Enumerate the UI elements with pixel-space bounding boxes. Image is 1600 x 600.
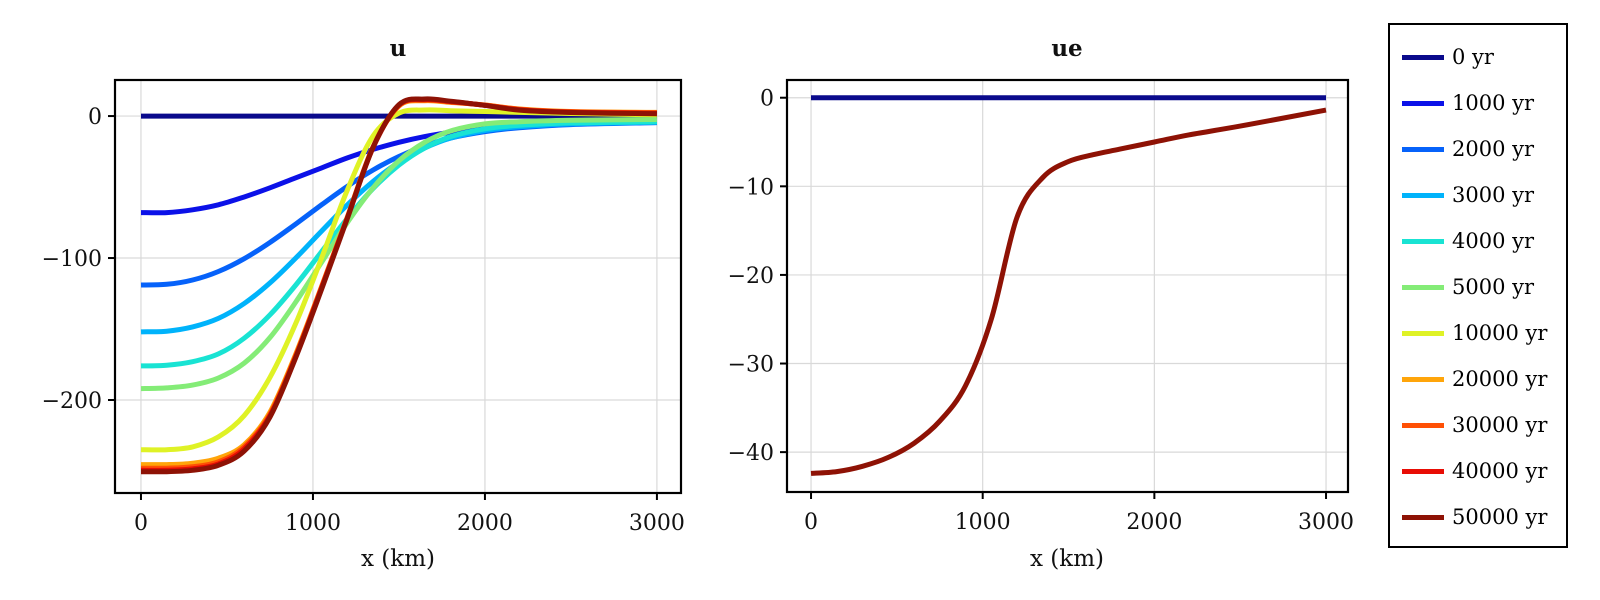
x-tick-label: 3000: [629, 511, 685, 536]
series-line-10000-yr: [140, 107, 657, 453]
chart-ue-title: ue: [1051, 35, 1082, 62]
legend-item: 1000 yr: [1390, 88, 1566, 118]
curves: [140, 96, 657, 475]
x-tick-label: 1000: [955, 510, 1011, 535]
y-tick-label: −10: [728, 175, 774, 200]
y-tick-label: −200: [42, 389, 102, 414]
legend-line-swatch: [1402, 146, 1444, 152]
chart-u-title: u: [390, 35, 407, 62]
y-tick-label: −20: [728, 264, 774, 289]
y-tick-label: −40: [728, 441, 774, 466]
y-tick-label: 0: [760, 87, 774, 112]
legend-line-swatch: [1402, 192, 1444, 198]
plot-frame: [113, 78, 683, 495]
legend-item: 50000 yr: [1390, 502, 1566, 532]
legend-item: 30000 yr: [1390, 410, 1566, 440]
series-line-50000-yr: [810, 107, 1327, 476]
legend-line-swatch: [1402, 514, 1444, 520]
x-tick-label: 2000: [457, 511, 513, 536]
chart-ue-xlabel: x (km): [1030, 546, 1104, 572]
legend-label: 0 yr: [1452, 45, 1494, 69]
legend-line-swatch: [1402, 100, 1444, 106]
legend-line-swatch: [1402, 330, 1444, 336]
legend-item: 0 yr: [1390, 42, 1566, 72]
x-tick-label: 1000: [285, 511, 341, 536]
legend-item: 3000 yr: [1390, 180, 1566, 210]
legend-label: 20000 yr: [1452, 367, 1548, 391]
chart-u-xlabel: x (km): [361, 546, 435, 572]
legend-label: 5000 yr: [1452, 275, 1535, 299]
legend-label: 50000 yr: [1452, 505, 1548, 529]
legend-line-swatch: [1402, 238, 1444, 244]
x-tick-label: 0: [134, 511, 148, 536]
series-line-50000-yr: [140, 96, 657, 475]
legend-label: 10000 yr: [1452, 321, 1548, 345]
legend: 0 yr 1000 yr 2000 yr 3000 yr 4000 yr 5000 yr 1…: [1388, 23, 1568, 548]
curves: [810, 95, 1327, 476]
legend-line-swatch: [1402, 284, 1444, 290]
gridlines: [787, 80, 1348, 492]
y-tick-label: 0: [88, 105, 102, 130]
legend-item: 5000 yr: [1390, 272, 1566, 302]
chart-ue: 0 1000 2000 3000 0 −10 −20 −30 −40: [728, 78, 1354, 535]
legend-line-swatch: [1402, 376, 1444, 382]
legend-label: 1000 yr: [1452, 91, 1535, 115]
legend-item: 20000 yr: [1390, 364, 1566, 394]
legend-label: 2000 yr: [1452, 137, 1535, 161]
legend-line-swatch: [1402, 54, 1444, 60]
x-tick-label: 2000: [1126, 510, 1182, 535]
legend-label: 3000 yr: [1452, 183, 1535, 207]
axis-ticks: 0 1000 2000 3000 0 −100 −200: [42, 105, 685, 536]
series-line-5000-yr: [140, 117, 657, 392]
x-tick-label: 3000: [1298, 510, 1354, 535]
axis-ticks: 0 1000 2000 3000 0 −10 −20 −30 −40: [728, 87, 1354, 535]
x-tick-label: 0: [804, 510, 818, 535]
legend-item: 4000 yr: [1390, 226, 1566, 256]
legend-item: 2000 yr: [1390, 134, 1566, 164]
legend-line-swatch: [1402, 422, 1444, 428]
legend-label: 30000 yr: [1452, 413, 1548, 437]
y-tick-label: −30: [728, 353, 774, 378]
chart-u: 0 1000 2000 3000 0 −100 −200: [42, 78, 685, 536]
legend-label: 40000 yr: [1452, 459, 1548, 483]
legend-line-swatch: [1402, 468, 1444, 474]
legend-item: 10000 yr: [1390, 318, 1566, 348]
plot-frame: [785, 78, 1350, 494]
legend-item: 40000 yr: [1390, 456, 1566, 486]
legend-label: 4000 yr: [1452, 229, 1535, 253]
y-tick-label: −100: [42, 247, 102, 272]
